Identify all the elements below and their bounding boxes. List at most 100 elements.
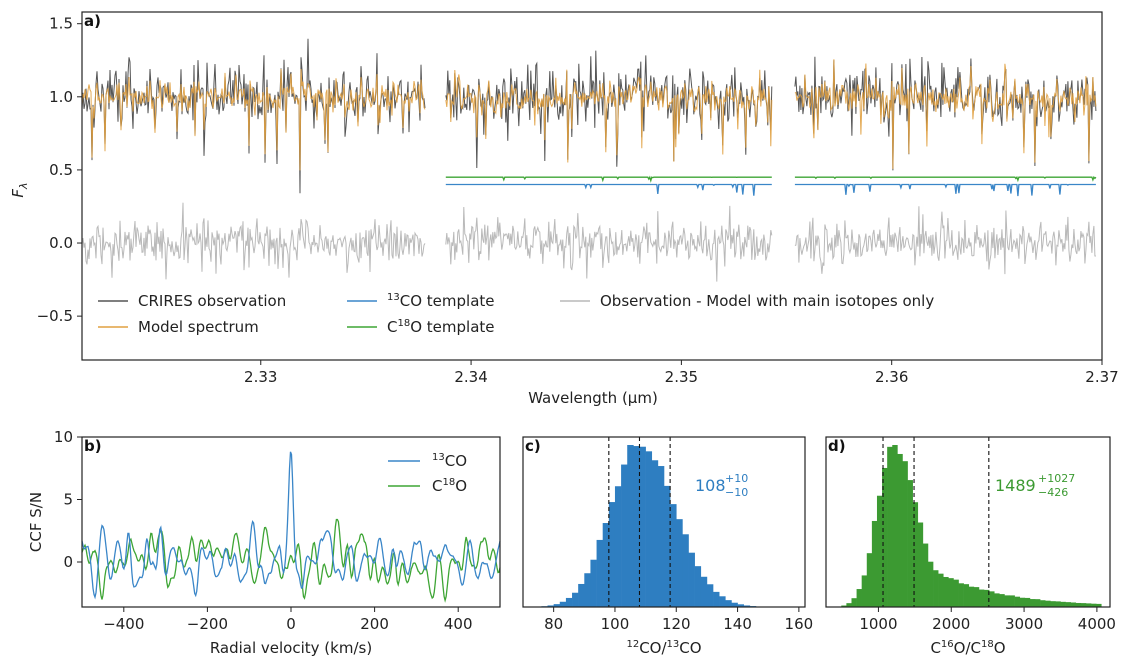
c18o-histogram-bar [892, 445, 898, 607]
ccf-series-group [81, 451, 501, 603]
co13-ratio-annotation: 108 [695, 476, 726, 495]
c18o-histogram-bar [953, 579, 959, 607]
residual-line-segment-1 [81, 202, 426, 280]
c18o-histogram-bar [994, 593, 1000, 607]
ccf-legend-text-pre: C [432, 477, 442, 495]
co13-histogram-bar [590, 559, 597, 607]
ccf-panel: b) −400 −200 0 200 400 10 5 0 Radial velocity … [27, 428, 501, 657]
co13-histogram-bar [725, 600, 732, 607]
c18o-histogram-bar [1096, 603, 1102, 607]
ccf-co13-line [81, 451, 501, 600]
co13-histogram-bar [553, 604, 561, 607]
c18o-histogram-bar [973, 587, 980, 607]
spectrum-y-axis-label: Fλ [9, 182, 30, 197]
c18o-histogram-bar [1019, 597, 1026, 607]
c18o-histogram-bar [1004, 595, 1010, 607]
c18o-histogram-bar [938, 573, 944, 607]
co13-histogram-bar [737, 604, 744, 607]
ccf-x-tick-label: 0 [286, 615, 296, 633]
c18o-histogram-bar [841, 605, 847, 607]
co13-axes-frame [522, 436, 806, 608]
spectrum-y-tick-label: 1.5 [49, 15, 73, 33]
c18o-histogram-bar [922, 543, 929, 607]
co13-x-tick-label: 80 [544, 615, 563, 633]
c18o-histogram-bar [1075, 602, 1082, 607]
c18o-histogram-bar [887, 446, 893, 607]
legend-label-c18o: C18O template [387, 318, 495, 336]
co13-x-tick-label: 140 [723, 615, 752, 633]
c18o-ratio-lower: −426 [1038, 486, 1068, 499]
co13-histogram-bar [657, 466, 665, 607]
spectrum-y-axis-subscript: λ [17, 182, 30, 190]
c18o-histogram-bar [1080, 603, 1087, 607]
c18o-histogram-bar [912, 502, 919, 607]
ccf-y-ticks: 10 5 0 [54, 428, 82, 571]
spectrum-x-ticks: 2.33 2.34 2.35 2.36 2.37 [244, 360, 1119, 386]
co13-histogram-bar [706, 584, 714, 607]
c18o-histogram-bar [846, 603, 852, 607]
c18o-xlabel-pre: C [930, 639, 940, 657]
co13-xlabel-sup1: 12 [626, 639, 639, 650]
panel-b-label: b) [84, 437, 102, 455]
legend-text-post: O template [410, 318, 494, 336]
c18o-histogram-bar [1070, 602, 1077, 607]
c18o-histogram-bar [1024, 597, 1031, 607]
co13-histogram-bar [584, 573, 591, 607]
spectrum-axes-frame [81, 11, 1103, 361]
c18o-histogram-bar [856, 589, 862, 607]
c18o-xlabel-sup1: 16 [941, 639, 954, 650]
residual-line-segment-3 [794, 206, 1096, 275]
c18o-histogram-bar [1065, 602, 1071, 607]
c18o-histogram-bar [984, 589, 990, 607]
co13-histogram-bar [621, 464, 628, 607]
legend-text-pre: Model spectrum [138, 318, 259, 336]
c18o-xlabel-sup2: 18 [981, 639, 994, 650]
c18o-histogram-bar [999, 594, 1005, 607]
c18o-histogram-bars [841, 445, 1102, 607]
c18o-histogram-bar [927, 561, 934, 607]
legend-label-co13: 13CO template [387, 292, 495, 310]
c18o-histogram-bar [907, 480, 913, 607]
c18o-histogram-bar [958, 583, 964, 607]
model-line-segment-1 [81, 68, 426, 171]
c18o-histogram-bar [1091, 603, 1097, 607]
ccf-x-tick-label: 400 [444, 615, 473, 633]
ccf-y-tick-label: 5 [63, 491, 73, 509]
co13-histogram-bar [627, 445, 634, 607]
ccf-c18o-line [81, 518, 501, 603]
legend-text-sup: 13 [387, 292, 400, 303]
c18o-histogram-bar [968, 586, 975, 607]
c18o-histogram-bar [851, 598, 857, 607]
ccf-x-tick-label: −200 [187, 615, 228, 633]
legend-text-post: CO template [400, 292, 495, 310]
spectrum-y-tick-label: 0.0 [49, 234, 73, 252]
ccf-y-tick-label: 0 [63, 553, 73, 571]
c18o-template-segment-2 [445, 175, 772, 183]
spectrum-x-tick-label: 2.37 [1085, 368, 1118, 386]
co13-histogram-bar [682, 534, 689, 607]
c18o-x-axis-label: C16O/C18O [930, 639, 1005, 657]
co13-histogram-bar [578, 583, 585, 607]
ccf-x-ticks: −400 −200 0 200 400 [103, 607, 473, 633]
c18o-histogram-bar [963, 584, 970, 607]
co13-percentile-lines [608, 437, 671, 607]
co13-histogram-bar [559, 601, 567, 607]
c18o-histogram-bar [1029, 599, 1036, 607]
spectrum-panel: a) 2.33 2.34 2.35 2.36 2.37 1.5 1.0 0.5 0.0 −0.5… [9, 11, 1119, 407]
model-line-segment-3 [794, 59, 1097, 169]
co13-histogram-bar [664, 485, 671, 607]
co13-template-segment-2 [445, 183, 772, 196]
ccf-x-tick-label: 200 [360, 615, 389, 633]
c18o-histogram-bar [1009, 595, 1015, 607]
c18o-histogram-bar [1034, 599, 1041, 607]
c18o-histogram-bar [1085, 603, 1092, 607]
c18o-histogram-bar [871, 520, 878, 607]
legend-text-pre: Observation - Model with main isotopes o… [600, 292, 934, 310]
co13-x-tick-label: 120 [662, 615, 691, 633]
legend-label-model: Model spectrum [138, 318, 259, 336]
c18o-histogram-bar [989, 591, 995, 607]
c18o-x-ticks: 1000 2000 3000 4000 [859, 607, 1116, 633]
co13-histogram-bar [639, 446, 646, 607]
co13-histogram-bar [596, 539, 603, 607]
